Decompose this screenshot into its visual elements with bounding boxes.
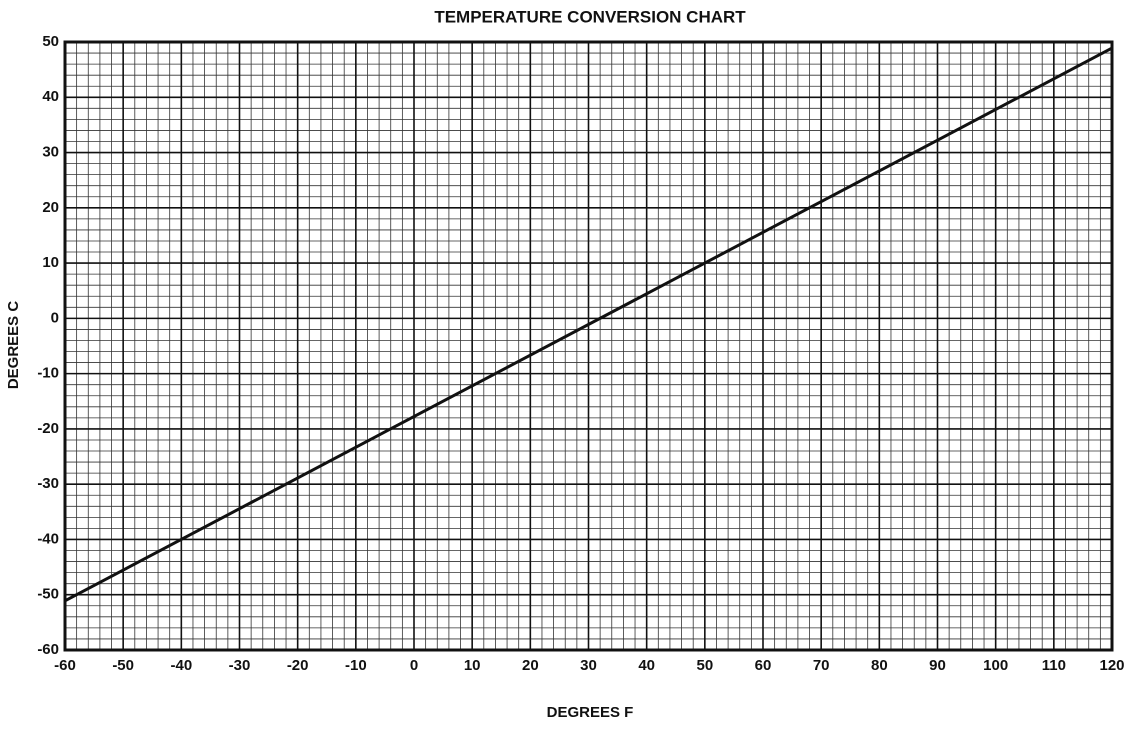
y-tick-label: 50 [42, 33, 59, 50]
y-tick-label: -50 [37, 586, 59, 603]
x-tick-label: -60 [54, 657, 76, 674]
x-tick-label: 10 [464, 657, 481, 674]
x-tick-label: -20 [287, 657, 309, 674]
x-axis-label: DEGREES F [547, 704, 634, 721]
x-tick-label: 100 [983, 657, 1008, 674]
x-tick-label: 20 [522, 657, 539, 674]
x-tick-label: 0 [410, 657, 418, 674]
y-tick-label: 20 [42, 199, 59, 216]
x-tick-label: 90 [929, 657, 946, 674]
y-tick-label: 40 [42, 88, 59, 105]
y-tick-label: 30 [42, 144, 59, 161]
y-tick-label: -40 [37, 530, 59, 547]
x-tick-label: 120 [1099, 657, 1124, 674]
x-tick-label: -50 [112, 657, 134, 674]
x-tick-label: 50 [696, 657, 713, 674]
x-tick-label: 60 [755, 657, 772, 674]
y-tick-label: -30 [37, 475, 59, 492]
x-tick-label: 70 [813, 657, 830, 674]
y-tick-label: 10 [42, 254, 59, 271]
chart-title: TEMPERATURE CONVERSION CHART [434, 7, 746, 26]
y-tick-label: -60 [37, 641, 59, 658]
plot-border [63, 40, 1114, 652]
x-tick-label: 80 [871, 657, 888, 674]
x-tick-label: -40 [170, 657, 192, 674]
x-tick-label: -10 [345, 657, 367, 674]
y-axis-label: DEGREES C [5, 301, 22, 390]
y-tick-label: -20 [37, 420, 59, 437]
x-tick-label: 40 [638, 657, 655, 674]
x-tick-label: 110 [1042, 657, 1066, 674]
y-tick-label: 0 [51, 309, 59, 326]
x-tick-label: 30 [580, 657, 597, 674]
x-tick-label: -30 [229, 657, 251, 674]
data-line [64, 46, 1113, 603]
y-tick-label: -10 [37, 365, 59, 382]
